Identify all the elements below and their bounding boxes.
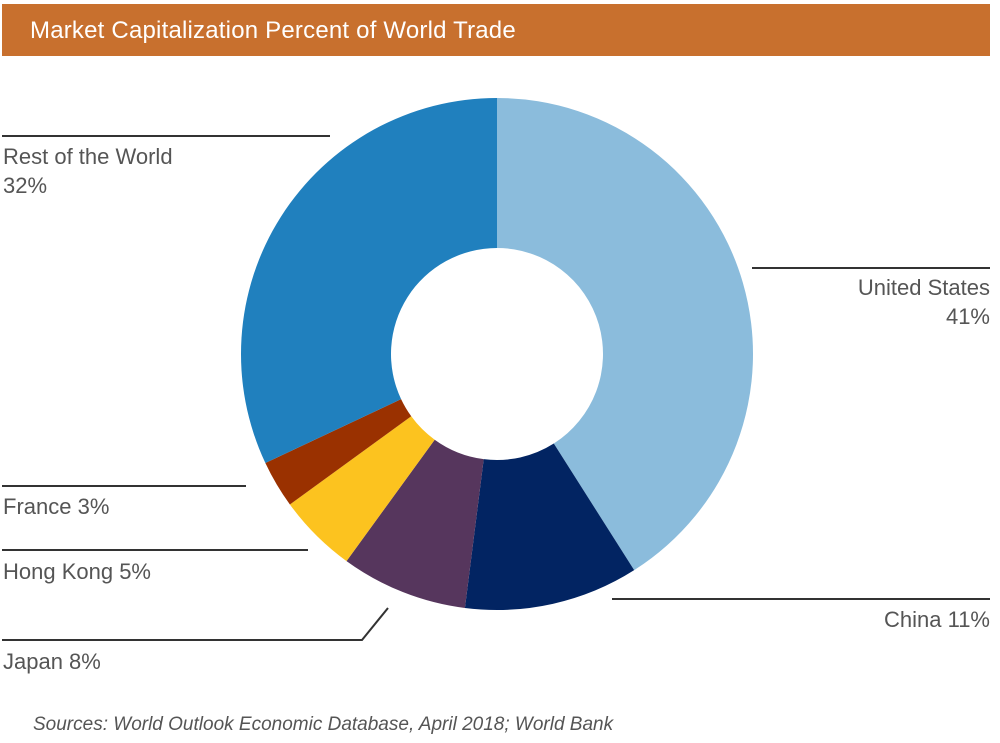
label-rest-of-the-world: Rest of the World 32% (3, 144, 173, 198)
label-united-states: United States 41% (858, 275, 990, 329)
title-bar: Market Capitalization Percent of World T… (2, 4, 990, 56)
label-value-rest-of-the-world: 32% (3, 173, 47, 198)
label-japan: Japan 8% (3, 649, 101, 674)
slice-japan (346, 439, 484, 608)
label-hong-kong: Hong Kong 5% (3, 559, 151, 584)
label-china: China 11% (884, 607, 990, 632)
slice-hong-kong (289, 416, 435, 562)
label-france: France 3% (3, 494, 109, 519)
slice-china (464, 443, 635, 610)
slice-rest-of-the-world (240, 98, 497, 463)
slice-united-states (497, 98, 753, 571)
label-value-united-states: 41% (946, 304, 990, 329)
leader-line-japan (2, 607, 389, 641)
source-note: Sources: World Outlook Economic Database… (33, 714, 614, 735)
chart-title: Market Capitalization Percent of World T… (30, 17, 516, 44)
label-name-rest-of-the-world: Rest of the World (3, 144, 173, 169)
label-name-united-states: United States (858, 275, 990, 300)
slice-france (265, 399, 412, 505)
